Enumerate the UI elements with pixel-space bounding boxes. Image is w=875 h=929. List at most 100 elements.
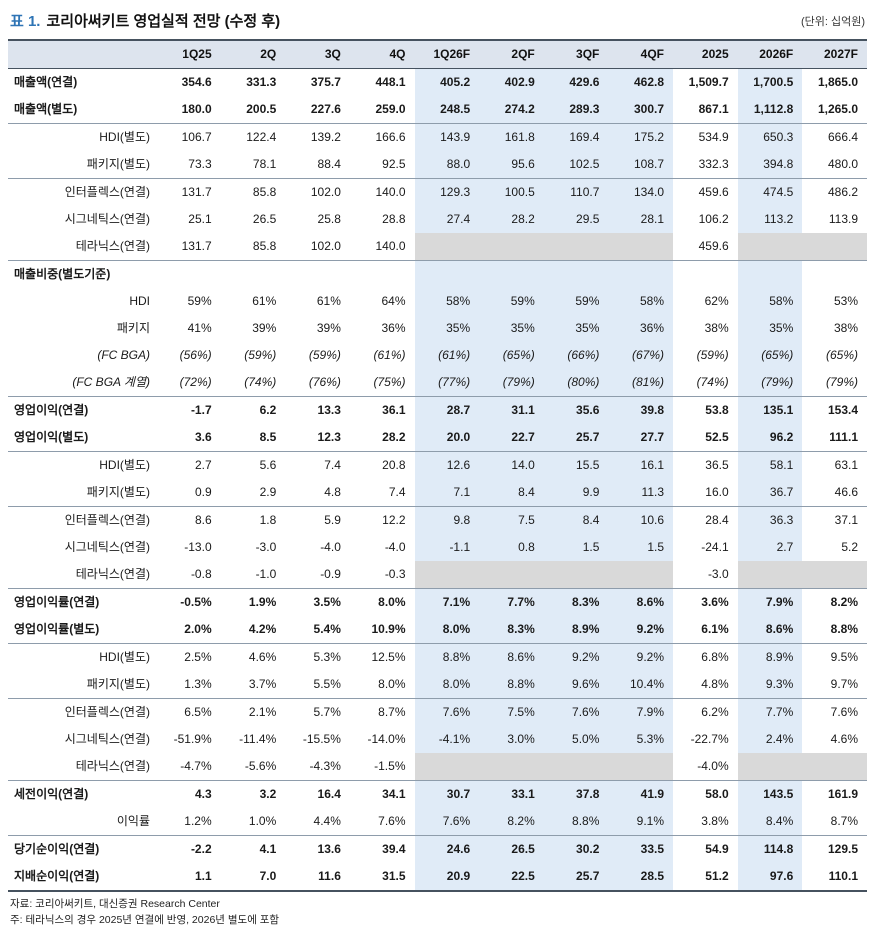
table-cell: 8.8% xyxy=(830,622,858,636)
table-cell: (80%) xyxy=(543,369,609,397)
table-cell: -5.6% xyxy=(244,759,277,773)
table-cell xyxy=(414,753,480,781)
table-cell: 7.1 xyxy=(414,479,480,507)
table-cell: 28.8 xyxy=(382,212,406,226)
table-cell: 20.9 xyxy=(414,863,480,891)
table-cell: 114.8 xyxy=(737,835,803,863)
row-label: 영업이익률(연결) xyxy=(8,588,156,616)
table-cell: 34.1 xyxy=(349,780,415,808)
table-cell: 5.7% xyxy=(285,698,350,726)
table-cell: 131.7 xyxy=(156,178,221,206)
table-cell: 3.6 xyxy=(194,430,212,444)
table-cell: 15.5 xyxy=(543,451,609,479)
table-cell xyxy=(220,260,286,288)
table-cell: 4.8% xyxy=(701,677,729,691)
table-cell: 110.1 xyxy=(828,869,858,883)
table-cell: 5.0% xyxy=(543,726,609,753)
table-cell xyxy=(479,260,544,288)
table-cell: 25.7 xyxy=(543,424,609,452)
table-cell xyxy=(802,233,867,261)
table-cell: 227.6 xyxy=(310,102,341,116)
table-cell: 5.5% xyxy=(313,677,341,691)
table-cell: 9.2% xyxy=(608,643,673,671)
row-label: 테라닉스(연결) xyxy=(75,239,150,253)
table-cell xyxy=(737,753,803,781)
remark-note: 주: 테라닉스의 경우 2025년 연결에 반영, 2026년 별도에 포함 xyxy=(10,914,280,927)
table-cell: 474.5 xyxy=(737,178,803,206)
table-cell: 35% xyxy=(479,315,544,342)
table-cell xyxy=(349,260,415,288)
table-row: 시그네틱스(연결) -13.0 -3.0 -4.0 -4.0 -1.1 0.8 1.5 1.5-… xyxy=(8,534,867,561)
table-cell xyxy=(543,260,609,288)
table-cell: 88.4 xyxy=(317,157,341,171)
table-cell: 8.3% xyxy=(479,616,544,644)
table-cell: 2.4% xyxy=(737,726,803,753)
table-cell: 36.7 xyxy=(737,479,803,507)
table-cell: 1,112.8 xyxy=(737,96,803,124)
table-cell: (67%) xyxy=(608,342,673,369)
table-cell: 36.1 xyxy=(349,396,415,424)
table-cell: -0.9 xyxy=(320,567,341,581)
table-cell: 7.9% xyxy=(608,698,673,726)
table-cell: 31.5 xyxy=(382,869,406,883)
row-label: 영업이익(연결) xyxy=(8,396,156,424)
table-cell: 11.3 xyxy=(608,479,673,507)
table-cell: 8.4 xyxy=(479,479,544,507)
table-row: 영업이익률(별도) 2.0% 4.2% 5.4% 10.9% 8.0% 8.3% 8.9% 9.… xyxy=(8,616,867,644)
header-cell: 1Q26F xyxy=(414,40,480,69)
table-cell xyxy=(737,233,803,261)
table-cell: 88.0 xyxy=(414,151,480,179)
table-cell xyxy=(802,753,867,781)
table-cell: 110.7 xyxy=(543,178,609,206)
table-cell: 140.0 xyxy=(375,239,406,253)
table-cell: 10.4% xyxy=(608,671,673,699)
header-row: 1Q25 2Q 3Q 4Q 1Q26F 2QF 3QF 4QF 2025 2026F 2027F xyxy=(8,40,867,69)
row-label: 영업이익(별도) xyxy=(14,430,89,444)
table-cell: 375.7 xyxy=(310,75,341,89)
table-cell: 9.8 xyxy=(414,506,480,534)
table-cell: 29.5 xyxy=(543,206,609,233)
table-cell: (59%) xyxy=(244,348,277,362)
table-cell: 61% xyxy=(252,294,277,308)
table-cell: 7.0 xyxy=(259,869,277,883)
table-cell: 3.0% xyxy=(479,726,544,753)
table-cell: 22.7 xyxy=(479,424,544,452)
table-cell: 1.1 xyxy=(194,869,212,883)
table-cell: -1.1 xyxy=(414,534,480,561)
table-cell: 7.6% xyxy=(802,698,867,726)
row-label: (FC BGA 계열) xyxy=(72,375,150,389)
table-cell: 24.6 xyxy=(414,835,480,863)
table-cell: 1.0% xyxy=(248,814,277,828)
table-cell: 36% xyxy=(381,321,406,335)
header-cell: 2Q xyxy=(220,40,286,69)
table-row: 영업이익(별도) 3.6 8.5 12.3 28.2 20.0 22.7 25.7 27.7 52… xyxy=(8,424,867,452)
table-cell: (59%) xyxy=(308,348,341,362)
table-cell: 6.8% xyxy=(673,643,738,671)
table-cell: 62% xyxy=(704,294,729,308)
table-cell: 106.7 xyxy=(156,123,221,151)
table-cell: 61% xyxy=(316,294,341,308)
table-cell: 131.7 xyxy=(181,239,212,253)
table-cell xyxy=(608,753,673,781)
table-row: 영업이익(연결) -1.7 6.2 13.3 36.1 28.7 31.1 35.6 39.8 5… xyxy=(8,396,867,424)
table-cell: -11.4% xyxy=(239,732,277,746)
row-label: HDI(별도) xyxy=(8,123,156,151)
table-cell: 459.6 xyxy=(673,178,738,206)
table-cell: -4.1% xyxy=(414,726,480,753)
row-label: 인터플렉스(연결) xyxy=(8,698,156,726)
table-cell: 6.1% xyxy=(701,622,729,636)
table-cell: 1,865.0 xyxy=(817,75,858,89)
table-cell: 650.3 xyxy=(737,123,803,151)
table-cell: 139.2 xyxy=(285,123,350,151)
table-cell: 13.6 xyxy=(285,835,350,863)
row-label: 인터플렉스(연결) xyxy=(8,178,156,206)
table-cell: 166.6 xyxy=(349,123,415,151)
table-cell: 161.9 xyxy=(802,780,867,808)
table-cell: 1.9% xyxy=(220,588,286,616)
row-label: 테라닉스(연결) xyxy=(75,567,150,581)
table-cell: 95.6 xyxy=(479,151,544,179)
header-cell: 2QF xyxy=(479,40,544,69)
table-row: 이익률 1.2% 1.0% 4.4% 7.6% 7.6% 8.2% 8.8% 9.1% 3.8% 8… xyxy=(8,808,867,836)
row-label: 시그네틱스(연결) xyxy=(64,540,150,554)
table-cell xyxy=(608,233,673,261)
